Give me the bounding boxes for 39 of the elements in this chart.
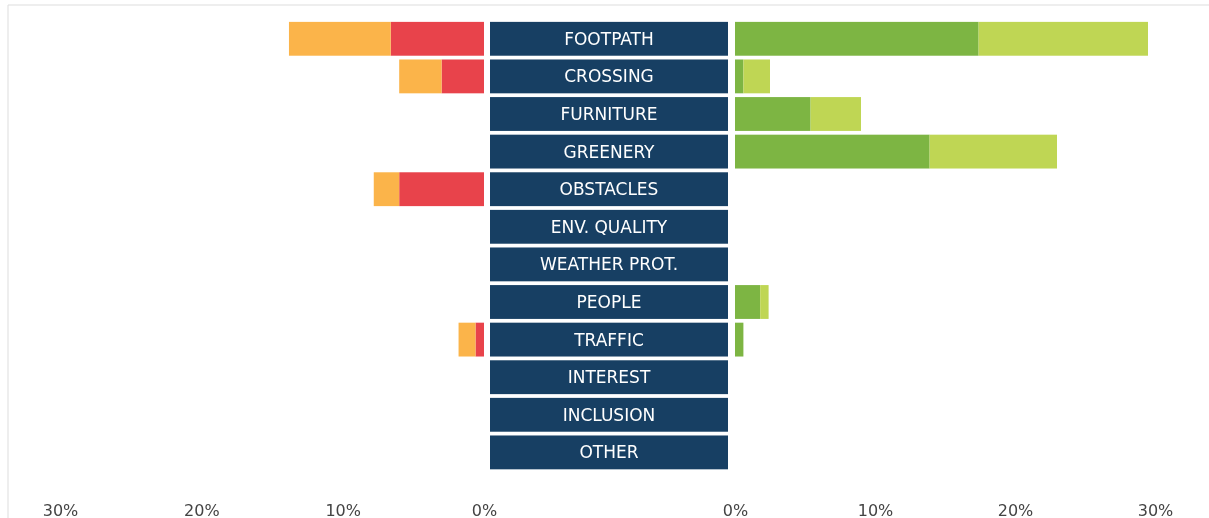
y-tick-label: CROSSING [564,66,654,87]
x-tick-label: 0% [471,500,498,518]
y-tick-label: OBSTACLES [559,179,659,200]
x-tick-label: 0% [722,500,749,518]
bar [475,322,484,357]
x-tick-label: 10% [325,500,361,518]
bar [978,21,1148,56]
bar [373,172,400,207]
y-tick-label: TRAFFIC [573,329,644,350]
y-tick-label: FOOTPATH [564,28,654,49]
x-tick-label: 30% [1137,500,1174,518]
bar [760,285,769,319]
x-tick-label: 30% [42,500,79,518]
bar [735,59,744,94]
y-tick-label: ENV. QUALITY [550,216,668,237]
bar [735,97,811,131]
bar [735,21,979,56]
y-tick-label: OTHER [579,442,639,463]
x-tick-label: 20% [184,500,220,518]
y-tick-label: PEOPLE [576,291,642,312]
y-tick-label: GREENERY [563,141,656,162]
bar [735,285,761,319]
bar [288,21,391,56]
bar [458,322,476,357]
bar [735,134,930,169]
bar [735,322,744,357]
y-tick-label: WEATHER PROT. [539,254,679,275]
bar [441,59,484,94]
y-tick-label: INTEREST [567,367,651,388]
bar [399,172,484,207]
bar [929,134,1057,169]
x-tick-label: 10% [857,500,894,518]
bar [390,21,484,56]
bar [810,97,861,131]
bar [399,59,442,94]
y-tick-label: FURNITURE [560,103,658,124]
bar [743,59,770,94]
y-tick-label: INCLUSION [562,404,656,425]
x-tick-label: 20% [997,500,1034,518]
